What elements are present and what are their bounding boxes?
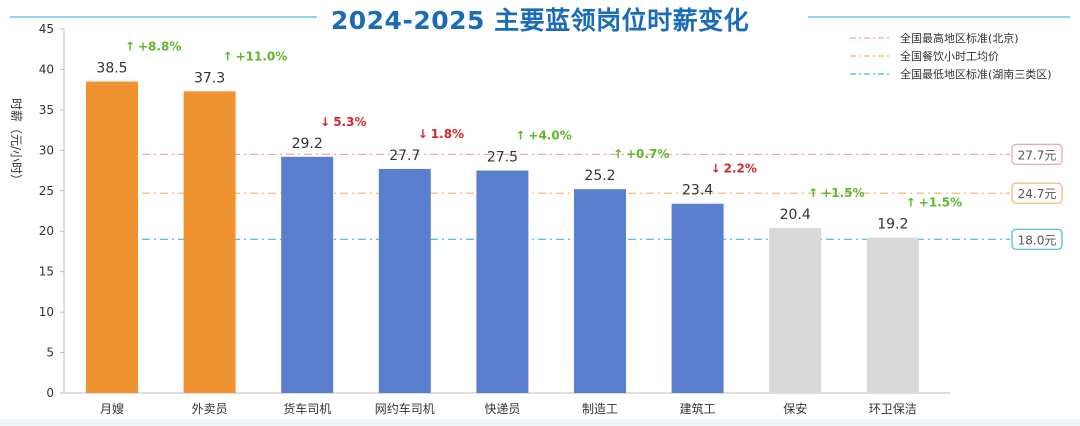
- title-band: 2024-2025 主要蓝领岗位时薪变化: [0, 0, 1080, 37]
- bar-7: [671, 203, 724, 393]
- reference-label-box: [1011, 182, 1063, 204]
- title-rule-right: [808, 16, 1070, 18]
- x-category-label: 制造工: [582, 402, 618, 416]
- reference-label: 18.0元: [1018, 233, 1057, 247]
- bar-value-label: 20.4: [780, 207, 811, 223]
- arrow-up-icon: ↑: [906, 196, 916, 210]
- bar-1: [86, 81, 138, 394]
- change-label: +1.5%: [919, 196, 962, 210]
- chart-title: 2024-2025 主要蓝领岗位时薪变化: [0, 1, 1080, 37]
- y-axis-label: 时薪（元/小时）: [9, 98, 23, 186]
- bar-5: [476, 170, 529, 393]
- bar-value-label: 27.5: [487, 150, 518, 166]
- y-tick-label: 45: [39, 22, 54, 36]
- y-tick-label: 5: [46, 346, 54, 360]
- change-label: +0.7%: [626, 147, 669, 161]
- x-category-label: 环卫保洁: [869, 402, 917, 416]
- change-label: 1.8%: [431, 127, 464, 141]
- arrow-up-icon: ↑: [515, 129, 525, 143]
- x-category-label: 快递员: [484, 402, 520, 416]
- arrow-down-icon: ↓: [418, 127, 428, 141]
- change-label: +1.5%: [821, 186, 864, 200]
- arrow-up-icon: ↑: [613, 147, 623, 161]
- arrow-up-icon: ↑: [223, 49, 233, 63]
- arrow-up-icon: ↑: [808, 186, 818, 200]
- bottom-strip: [0, 419, 1080, 426]
- change-label: +4.0%: [528, 129, 571, 143]
- y-tick-label: 15: [39, 265, 54, 279]
- bar-value-label: 38.5: [96, 61, 127, 77]
- change-label: 5.3%: [333, 115, 366, 129]
- bar-value-label: 29.2: [292, 136, 323, 152]
- legend-label: 全国最低地区标准(湖南三类区): [900, 67, 1052, 81]
- y-tick-label: 0: [46, 386, 54, 400]
- change-label: 2.2%: [724, 162, 757, 176]
- legend-label: 全国最高地区标准(北京): [900, 31, 1019, 45]
- legend-label: 全国餐饮小时工均价: [900, 49, 999, 63]
- arrow-up-icon: ↑: [125, 40, 135, 54]
- bar-9: [866, 237, 919, 393]
- arrow-down-icon: ↓: [711, 162, 721, 176]
- x-category-label: 网约车司机: [375, 401, 435, 416]
- bar-4: [378, 168, 431, 393]
- bar-value-label: 19.2: [877, 217, 908, 233]
- x-category-label: 月嫂: [100, 402, 124, 416]
- reference-label-box: [1011, 228, 1063, 250]
- y-tick-label: 30: [39, 143, 54, 157]
- change-label: +8.8%: [138, 40, 181, 54]
- y-tick-label: 20: [39, 224, 54, 238]
- y-tick-label: 40: [39, 62, 54, 76]
- reference-label-box: [1011, 143, 1063, 165]
- arrow-down-icon: ↓: [320, 115, 330, 129]
- y-tick-label: 35: [39, 103, 54, 117]
- bar-value-label: 25.2: [584, 168, 615, 184]
- reference-label: 27.7元: [1018, 148, 1057, 162]
- bar-value-label: 27.7: [389, 148, 420, 164]
- bar-6: [574, 189, 626, 393]
- x-category-label: 建筑工: [680, 401, 716, 416]
- bar-2: [183, 91, 236, 393]
- chart-title-text: 2024-2025 主要蓝领岗位时薪变化: [316, 6, 764, 35]
- bar-value-label: 23.4: [682, 183, 713, 199]
- bar-value-label: 37.3: [194, 70, 225, 86]
- change-label: +11.0%: [236, 49, 288, 63]
- bar-3: [281, 156, 334, 393]
- bar-8: [769, 227, 822, 393]
- x-category-label: 货车司机: [283, 401, 331, 416]
- x-category-label: 外卖员: [192, 402, 228, 416]
- title-rule-left: [10, 16, 370, 18]
- x-category-label: 保安: [783, 401, 807, 416]
- y-tick-label: 25: [39, 184, 54, 198]
- y-tick-label: 10: [39, 305, 54, 319]
- reference-label: 24.7元: [1018, 187, 1057, 201]
